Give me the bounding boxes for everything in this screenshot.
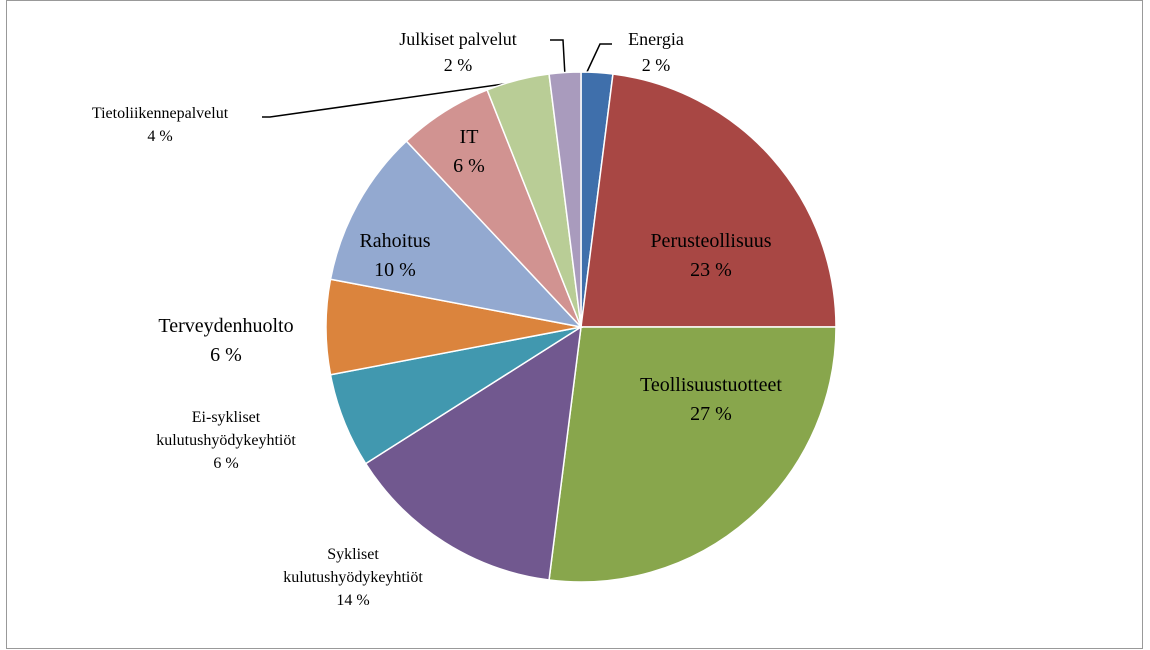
value-label: 6 %	[210, 344, 242, 366]
category-label: IT	[459, 126, 479, 148]
category-label: Tietoliikennepalvelut	[91, 104, 229, 122]
leader-line	[262, 81, 519, 118]
slice-label: Terveydenhuolto 6 %	[116, 312, 336, 370]
value-label: 2 %	[641, 55, 671, 75]
slice-label: Julkiset palvelut 2 %	[358, 26, 558, 78]
category-label: Sykliset kulutushyödykeyhtiöt	[283, 546, 423, 587]
pie-slice	[329, 140, 584, 329]
value-label: 27 %	[690, 403, 732, 425]
slice-label: Teollisuustuotteet 27 %	[591, 371, 831, 429]
category-label: Julkiset palvelut	[399, 28, 517, 49]
value-label: 23 %	[690, 259, 732, 281]
slice-label: Sykliset kulutushyödykeyhtiöt 14 %	[263, 543, 443, 613]
value-label: 14 %	[336, 592, 370, 610]
pie-slice	[548, 71, 582, 328]
category-label: Rahoitus	[359, 230, 431, 252]
slice-label: IT 6 %	[429, 123, 509, 181]
category-label: Perusteollisuus	[650, 230, 772, 252]
slice-label: Rahoitus 10 %	[320, 227, 470, 285]
category-label: Energia	[628, 28, 684, 49]
category-label: Teollisuustuotteet	[640, 374, 782, 396]
leader-line	[550, 39, 566, 77]
category-label: Ei-sykliset kulutushyödykeyhtiöt	[156, 409, 296, 450]
value-label: 6 %	[453, 155, 485, 177]
value-label: 6 %	[213, 455, 239, 473]
slice-label: Ei-sykliset kulutushyödykeyhtiöt 6 %	[136, 406, 316, 476]
pie-slice	[548, 326, 837, 583]
pie-slice	[580, 73, 837, 328]
slice-label: Energia 2 %	[596, 26, 716, 78]
slice-label: Perusteollisuus 23 %	[601, 227, 821, 285]
pie-slice	[364, 325, 582, 581]
leader-line	[585, 43, 612, 75]
value-label: 10 %	[374, 259, 416, 281]
category-label: Terveydenhuolto	[158, 315, 294, 337]
slice-label: Tietoliikennepalvelut 4 %	[50, 102, 270, 148]
value-label: 2 %	[443, 55, 473, 75]
value-label: 4 %	[147, 128, 173, 145]
